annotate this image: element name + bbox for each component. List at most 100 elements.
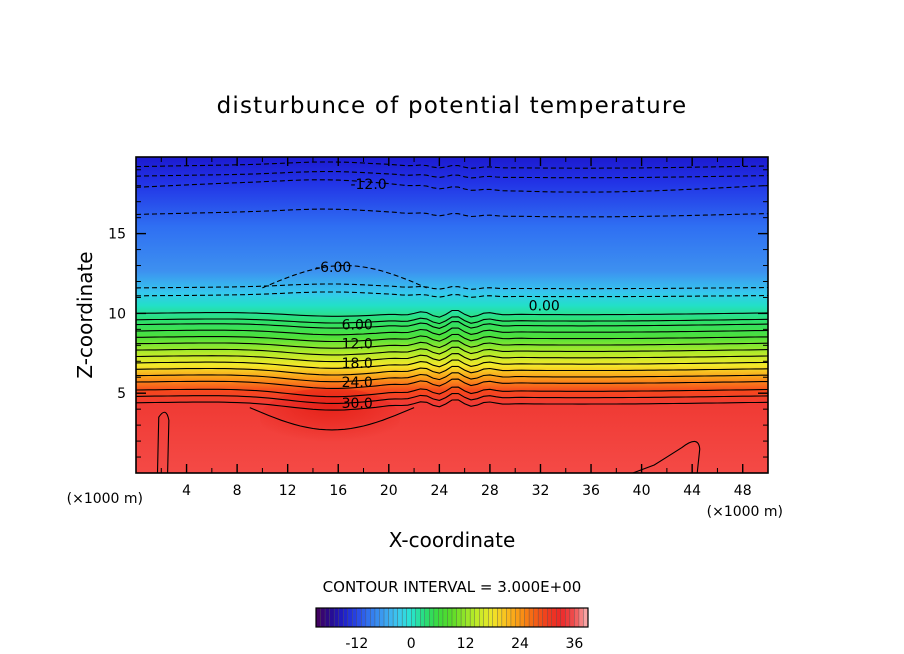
colorbar-segment xyxy=(343,607,349,628)
colorbar-segment xyxy=(519,607,526,628)
colorbar-segment xyxy=(361,607,367,628)
x-tick-label: 44 xyxy=(683,483,701,499)
contour-line-solid xyxy=(136,340,768,349)
colorbar-segment xyxy=(356,607,362,628)
x-tick-label: 20 xyxy=(380,483,398,499)
contour-interval-text: CONTOUR INTERVAL = 3.000E+00 xyxy=(323,578,582,596)
colorbar-segment xyxy=(460,607,467,628)
colorbar-segment xyxy=(510,607,516,628)
colorbar-segment xyxy=(365,607,371,628)
plot-frame xyxy=(135,156,769,474)
colorbar-tick-label: 12 xyxy=(457,636,475,652)
x-tick-label: 24 xyxy=(430,483,448,499)
colorbar-tick-label: 36 xyxy=(565,636,583,652)
colorbar-tick-label: 24 xyxy=(511,636,529,652)
contour-line-solid xyxy=(136,392,768,404)
contour-line-dashed xyxy=(136,170,768,179)
colorbar-segment xyxy=(451,607,458,628)
contour-line-dashed xyxy=(136,208,768,218)
colorbar-segment xyxy=(383,607,390,628)
colorbar-segment xyxy=(433,607,439,628)
colorbar-tick-label: -12 xyxy=(345,636,368,652)
colorbar-frame xyxy=(315,607,589,628)
colorbar-segment xyxy=(347,607,353,628)
contour-lines xyxy=(136,161,768,473)
contour-line-solid xyxy=(136,359,768,369)
contour-line-dashed xyxy=(136,283,768,290)
contour-line-solid xyxy=(156,411,170,473)
colorbar-segment xyxy=(401,607,408,628)
y-tick-label: 15 xyxy=(108,227,126,243)
colorbar-segment xyxy=(474,607,480,628)
x-tick-label: 28 xyxy=(481,483,499,499)
colorbar-segment xyxy=(578,607,584,628)
x-axis-title: X-coordinate xyxy=(389,528,516,552)
contour-line-solid xyxy=(136,346,768,356)
contour-line-solid xyxy=(136,321,768,329)
y-axis-ticks: 5 10 15 xyxy=(108,169,768,458)
colorbar-segment xyxy=(492,607,498,628)
x-tick-label: 4 xyxy=(182,483,191,499)
contour-line-solid xyxy=(136,365,768,376)
contour-line-solid xyxy=(136,378,768,389)
colorbar-segment xyxy=(456,607,462,628)
x-tick-label: 16 xyxy=(329,483,347,499)
contour-label: 30.0 xyxy=(342,396,373,412)
x-tick-label: 8 xyxy=(233,483,242,499)
contour-labels: -12.0 -6.00 0.00 6.00 12.0 18.0 24.0 30.0 xyxy=(315,177,560,412)
colorbar-segment xyxy=(488,607,494,628)
colorbar-segment xyxy=(406,607,412,628)
colorbar-segment xyxy=(547,607,553,628)
contour-line-solid xyxy=(136,327,768,336)
x-tick-label: 12 xyxy=(279,483,297,499)
colorbar-segment xyxy=(370,607,376,628)
colorbar-ticks: -12 0 12 24 36 xyxy=(345,636,583,652)
temperature-field xyxy=(136,157,768,473)
x-tick-label: 32 xyxy=(532,483,550,499)
colorbar-segment xyxy=(569,607,575,628)
z-axis-unit-label: (×1000 m) xyxy=(67,491,143,507)
chart-title: disturbunce of potential temperature xyxy=(217,93,688,119)
colorbar-segment xyxy=(574,607,580,628)
colorbar-segment xyxy=(379,607,385,628)
colorbar-segment xyxy=(465,607,471,628)
colorbar-segment xyxy=(424,607,430,628)
contour-line-dashed xyxy=(136,179,768,193)
contour-label: -12.0 xyxy=(350,177,386,193)
contour-line-solid xyxy=(632,440,701,473)
contour-label: 6.00 xyxy=(342,318,373,334)
y-tick-label: 5 xyxy=(117,386,126,402)
x-tick-label: 36 xyxy=(582,483,600,499)
colorbar-segment xyxy=(447,607,453,628)
colorbar-segment xyxy=(415,607,421,628)
colorbar-segment xyxy=(528,607,535,628)
x-tick-label: 48 xyxy=(734,483,752,499)
contour-line-solid xyxy=(136,353,768,363)
colorbar-segment xyxy=(469,607,476,628)
contour-label: 12.0 xyxy=(342,337,373,353)
contour-line-solid xyxy=(136,399,768,411)
colorbar-segment xyxy=(483,607,489,628)
plot-area xyxy=(136,157,768,473)
x-axis-unit-label: (×1000 m) xyxy=(707,504,783,520)
contour-label: 24.0 xyxy=(342,375,373,391)
colorbar-segment xyxy=(442,607,448,628)
colorbar-segment xyxy=(542,607,548,628)
y-tick-label: 10 xyxy=(108,306,126,322)
colorbar-segment xyxy=(560,607,566,628)
contour-line-solid xyxy=(136,372,768,383)
x-tick-label: 40 xyxy=(633,483,651,499)
colorbar-segment xyxy=(551,607,557,628)
colorbar-tick-label: 0 xyxy=(407,636,416,652)
colorbar-segment xyxy=(338,607,344,628)
contour-line-solid xyxy=(136,333,768,343)
colorbar xyxy=(315,607,589,628)
contour-label: 18.0 xyxy=(342,356,373,372)
warm-anomaly xyxy=(260,388,400,448)
x-axis-ticks: 4 8 12 16 20 24 28 32 36 40 44 48 xyxy=(160,157,752,499)
colorbar-segment xyxy=(565,607,571,628)
colorbar-segment xyxy=(429,607,435,628)
colorbar-segment xyxy=(501,607,507,628)
colorbar-segment xyxy=(388,607,394,628)
